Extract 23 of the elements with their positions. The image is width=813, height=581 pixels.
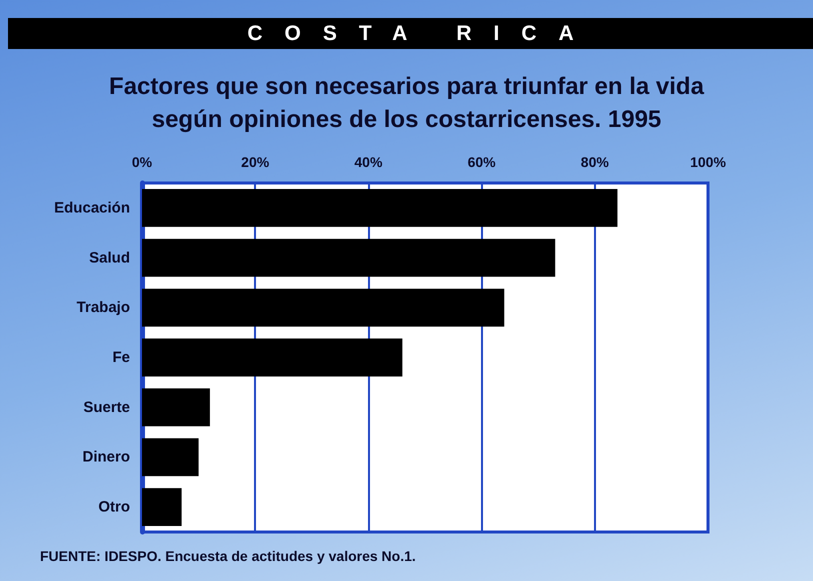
bar xyxy=(142,438,199,476)
bar xyxy=(142,288,504,327)
y-tick-label: Educación xyxy=(54,199,130,216)
y-tick-label: Trabajo xyxy=(76,299,130,316)
y-tick-label: Suerte xyxy=(83,398,130,416)
x-tick-label: 0% xyxy=(132,154,153,170)
x-tick-label: 100% xyxy=(690,154,726,170)
bar xyxy=(142,338,402,376)
x-tick-label: 60% xyxy=(468,154,496,170)
bar xyxy=(142,488,182,526)
bar xyxy=(142,238,556,277)
source-note: FUENTE: IDESPO. Encuesta de actitudes y valores No.1. xyxy=(40,548,416,564)
bar xyxy=(142,388,210,426)
x-tick-label: 40% xyxy=(354,154,383,170)
y-tick-label: Salud xyxy=(89,249,130,266)
x-tick-label: 20% xyxy=(241,154,270,170)
chart-title: COSTA RICA xyxy=(8,18,813,49)
y-tick-label: Fe xyxy=(112,349,130,366)
y-tick-label: Dinero xyxy=(82,448,130,466)
chart-subtitle: Factores que son necesarios para triunfar en la vida según opiniones de los costarricenses. 1995 xyxy=(108,72,706,135)
x-tick-label: 80% xyxy=(580,154,610,170)
y-tick-label: Otro xyxy=(98,498,130,516)
bar xyxy=(142,188,618,227)
